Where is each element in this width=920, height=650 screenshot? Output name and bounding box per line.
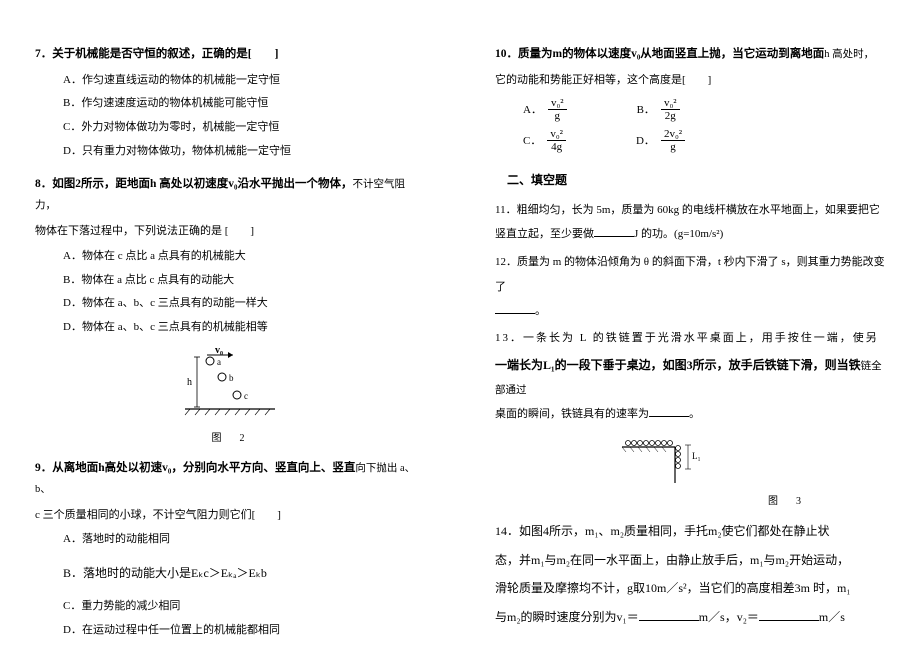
q14: 14．如图4所示，m₁、m₂质量相同，手托m₂使它们都处在静止状 态，并m₁与m… (495, 517, 885, 632)
q7-title: 7．关于机械能是否守恒的叙述，正确的是[ ] (35, 44, 425, 65)
q9-title: 9．从离地面h高处以初速v₀，分别向水平方向、竖直向上、竖直向下抛出 a、b、 (35, 458, 425, 500)
q10-row2: C． v₀²4g D． 2v₀²g (523, 128, 885, 153)
q13-blank (649, 405, 689, 417)
q10-c-label: C． (523, 132, 541, 148)
q10-d-label: D． (636, 132, 655, 148)
svg-text:L₁: L₁ (692, 451, 701, 461)
q10-title-b: h 高处时， (824, 49, 874, 60)
figure-2: v₀ h a b c 图 2 (35, 347, 425, 444)
q9-opt-c: C．重力势能的减少相同 (63, 597, 425, 616)
q13-bold: 一端长为L₁的一段下垂于桌边，如图3所示，放手后铁链下滑，则当铁链全部通过 (495, 353, 885, 401)
q14-d: 与m₂的瞬时速度分别为v₁＝ (495, 610, 639, 624)
figure-3: L₁ 图 3 (495, 435, 885, 507)
q8-opt-b: B．物体在 a 点比 c 点具有的动能大 (63, 271, 425, 290)
q10-c-num: v₀² (547, 128, 566, 141)
q12-b: 。 (535, 305, 546, 317)
q11-blank (594, 225, 634, 237)
q10-a-label: A． (523, 101, 542, 117)
q14-e: m／s，v₂＝ (699, 610, 759, 624)
q10-sub: 它的动能和势能正好相等，这个高度是[ ] (495, 71, 885, 91)
q10-title-a: 10．质量为m的物体以速度v₀从地面竖直上抛，当它运动到离地面 (495, 48, 824, 60)
q9-title-a: 9．从离地面h高处以初速v₀，分别向水平方向、竖直向上、竖直 (35, 462, 355, 474)
q8-opt-d: D．物体在 a、b、c 三点具有的机械能相等 (63, 318, 425, 337)
q10-row1: A． v₀²g B． v₀²2g (523, 97, 885, 122)
svg-text:a: a (217, 357, 221, 367)
q13-c: 桌面的瞬间，铁链具有的速率为。 (495, 405, 885, 425)
q10-b-den: 2g (661, 110, 680, 122)
q10-b-num: v₀² (661, 97, 680, 110)
q10-choice-d: D． 2v₀²g (636, 128, 685, 153)
q10-a-num: v₀² (548, 97, 567, 110)
q14-a: 14．如图4所示，m₁、m₂质量相同，手托m₂使它们都处在静止状 (495, 517, 885, 546)
q9-sub: c 三个质量相同的小球，不计空气阻力则它们[ ] (35, 506, 425, 526)
q10-choice-b: B． v₀²2g (637, 97, 680, 122)
q12: 12．质量为 m 的物体沿倾角为 θ 的斜面下滑，t 秒内下滑了 s，则其重力势… (495, 250, 885, 323)
q11-b: J 的功。(g=10m/s²) (634, 228, 723, 240)
right-column: 10．质量为m的物体以速度v₀从地面竖直上抛，当它运动到离地面h 高处时， 它的… (460, 0, 920, 650)
q10-choice-c: C． v₀²4g (523, 128, 566, 153)
q12-blank (495, 302, 535, 314)
fig2-svg: v₀ h a b c (175, 347, 285, 427)
q9-opt-b: B．落地时的动能大小是Eₖc＞Eₖₐ＞Eₖb (63, 563, 425, 583)
q7-opt-b: B．作匀速速度运动的物体机械能可能守恒 (63, 94, 425, 113)
q10-d-den: g (661, 141, 685, 153)
fig3-caption: 图 3 (495, 492, 835, 507)
left-column: 7．关于机械能是否守恒的叙述，正确的是[ ] A．作匀速直线运动的物体的机械能一… (0, 0, 460, 650)
fig2-caption: 图 2 (35, 429, 425, 444)
q7-opt-d: D．只有重力对物体做功，物体机械能一定守恒 (63, 142, 425, 161)
q10-title: 10．质量为m的物体以速度v₀从地面竖直上抛，当它运动到离地面h 高处时， (495, 44, 885, 65)
svg-text:v₀: v₀ (215, 347, 223, 356)
q9-opt-d: D．在运动过程中任一位置上的机械能都相同 (63, 621, 425, 640)
q8-title-a: 8．如图2所示，距地面h 高处以初速度v₀沿水平抛出一个物体， (35, 178, 352, 190)
q8-sub: 物体在下落过程中，下列说法正确的是 [ ] (35, 222, 425, 242)
q9-opt-a: A．落地时的动能相同 (63, 530, 425, 549)
svg-text:c: c (244, 391, 248, 401)
svg-text:h: h (187, 377, 192, 388)
q12-a: 12．质量为 m 的物体沿倾角为 θ 的斜面下滑，t 秒内下滑了 s，则其重力势… (495, 256, 885, 292)
q7-opt-a: A．作匀速直线运动的物体的机械能一定守恒 (63, 71, 425, 90)
q11: 11．粗细均匀，长为 5m，质量为 60kg 的电线杆横放在水平地面上，如果要把… (495, 198, 885, 246)
q13-bold-text: 一端长为L₁的一段下垂于桌边，如图3所示，放手后铁链下滑，则当铁 (495, 358, 861, 372)
q14-f: m／s (819, 610, 845, 624)
q8-opt-c: D．物体在 a、b、c 三点具有的动能一样大 (63, 294, 425, 313)
q13-a: 13．一条长为 L 的铁链置于光滑水平桌面上，用手按住一端，使另 (495, 327, 885, 349)
fig3-svg: L₁ (620, 435, 710, 490)
svg-text:b: b (229, 373, 234, 383)
q8-title: 8．如图2所示，距地面h 高处以初速度v₀沿水平抛出一个物体，不计空气阻力， (35, 174, 425, 216)
q10-b-label: B． (637, 101, 655, 117)
q14-c: 滑轮质量及摩擦均不计，g取10m／s²，当它们的高度相差3m 时，m₁ (495, 574, 885, 603)
q10-d-num: 2v₀² (661, 128, 685, 141)
q14-blank2 (759, 609, 819, 621)
q10-a-den: g (548, 110, 567, 122)
q13-c-text: 桌面的瞬间，铁链具有的速率为 (495, 408, 649, 420)
q10-c-den: 4g (547, 141, 566, 153)
q7-opt-c: C．外力对物体做功为零时，机械能一定守恒 (63, 118, 425, 137)
q10-choice-a: A． v₀²g (523, 97, 567, 122)
section-2-title: 二、填空题 (507, 171, 885, 188)
q14-b: 态，并m₁与m₂在同一水平面上，由静止放手后，m₁与m₂开始运动， (495, 546, 885, 575)
q8-opt-a: A．物体在 c 点比 a 点具有的机械能大 (63, 247, 425, 266)
q14-blank1 (639, 609, 699, 621)
